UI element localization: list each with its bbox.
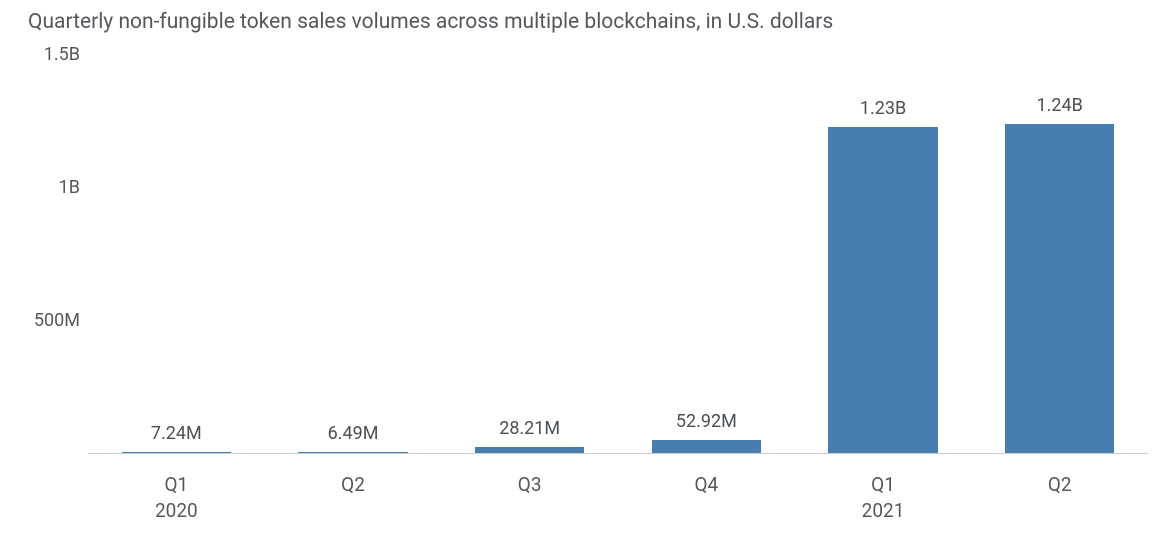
bar-value-label: 52.92M [676, 411, 737, 432]
x-tick: Q12020 [88, 462, 265, 544]
x-tick-quarter: Q3 [441, 472, 618, 498]
bar-value-label: 1.23B [860, 98, 906, 119]
x-tick-quarter: Q2 [971, 472, 1148, 498]
bar [652, 440, 762, 454]
chart-title: Quarterly non-fungible token sales volum… [28, 10, 833, 34]
bar-column: 1.23B [795, 55, 972, 454]
plot-area: 7.24M 6.49M 28.21M 52.92M 1.23B 1.24B [88, 55, 1148, 454]
bar-value-label: 28.21M [499, 418, 560, 439]
y-tick-label: 1B [0, 177, 80, 198]
x-tick-quarter: Q4 [618, 472, 795, 498]
x-tick: Q3 [441, 462, 618, 544]
x-tick-year: 2020 [88, 498, 265, 524]
x-tick-quarter: Q1 [795, 472, 972, 498]
bar-column: 52.92M [618, 55, 795, 454]
y-axis: 500M 1B 1.5B [0, 0, 88, 544]
bar-column: 6.49M [265, 55, 442, 454]
x-axis-line [88, 453, 1148, 454]
bar-column: 7.24M [88, 55, 265, 454]
nft-sales-chart: Quarterly non-fungible token sales volum… [0, 0, 1160, 544]
bar [1005, 124, 1115, 454]
x-tick-year: 2021 [795, 498, 972, 524]
x-tick-quarter: Q2 [265, 472, 442, 498]
x-tick: Q2 [265, 462, 442, 544]
bar [828, 127, 938, 454]
bar-value-label: 1.24B [1037, 95, 1083, 116]
x-axis: Q12020Q2Q3Q4Q12021Q2 [88, 462, 1148, 544]
x-tick: Q2 [971, 462, 1148, 544]
bar-value-label: 6.49M [328, 423, 379, 444]
x-tick-quarter: Q1 [88, 472, 265, 498]
bar-column: 1.24B [971, 55, 1148, 454]
y-tick-label: 1.5B [0, 44, 80, 65]
x-tick: Q4 [618, 462, 795, 544]
bars-container: 7.24M 6.49M 28.21M 52.92M 1.23B 1.24B [88, 55, 1148, 454]
x-tick: Q12021 [795, 462, 972, 544]
y-tick-label: 500M [0, 310, 80, 331]
bar-value-label: 7.24M [151, 423, 202, 444]
bar-column: 28.21M [441, 55, 618, 454]
